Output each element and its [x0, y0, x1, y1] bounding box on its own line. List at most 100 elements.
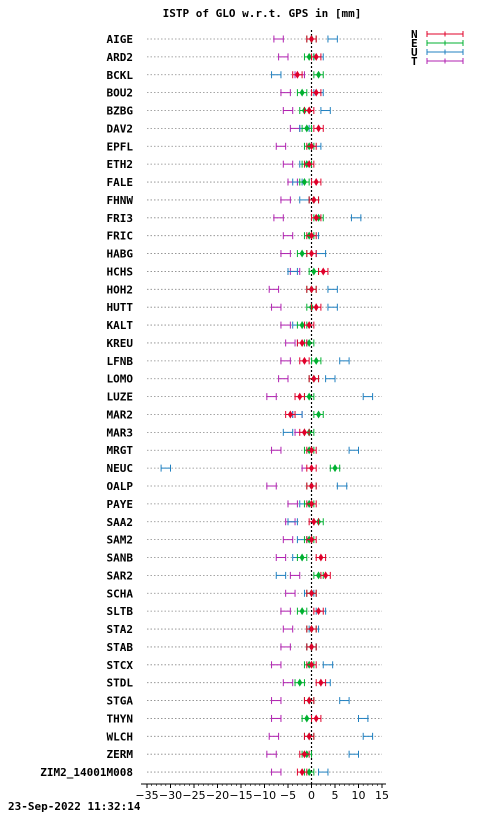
data-point-t [282, 107, 294, 115]
data-point-e [296, 88, 308, 97]
data-marker [316, 70, 322, 79]
data-point-t [285, 339, 296, 347]
station-label: FHNW [107, 194, 134, 207]
station-label: WLCH [107, 730, 134, 743]
data-point-n [303, 106, 315, 115]
data-point-t [271, 697, 282, 705]
data-marker [309, 589, 314, 598]
data-point-u [327, 303, 338, 311]
station-label: LUZE [107, 391, 134, 404]
station-label: PAYE [107, 498, 134, 511]
data-point-n [306, 464, 317, 473]
station-labels: AIGE ARD2 BCKL BOU2 BZBG DAV2 EPFL ETH2 FALE FHNW… [40, 33, 133, 779]
data-point-u [339, 697, 350, 705]
data-point-n [311, 88, 322, 97]
data-point-t [275, 554, 287, 562]
data-marker [309, 446, 314, 455]
x-axis: −35 −30 −25 −20 −15 −10 −5 0 5 10 15 [135, 783, 389, 802]
station-label: FRI3 [107, 212, 134, 225]
data-point-n [313, 607, 324, 616]
station-label: ZERM [107, 748, 134, 761]
station-label: SAM2 [107, 534, 134, 547]
data-marker [323, 571, 329, 580]
data-point-n [294, 392, 305, 401]
data-point-t [275, 142, 287, 150]
data-point-e [313, 410, 324, 419]
station-label: OALP [107, 480, 134, 493]
station-label: BCKL [107, 69, 134, 82]
data-point-u [271, 71, 282, 79]
station-label: SLTB [107, 605, 134, 618]
grid-lines [147, 30, 382, 784]
data-marker [316, 571, 322, 580]
data-point-t [280, 321, 291, 329]
data-point-n [285, 410, 296, 419]
data-point-u [287, 518, 298, 526]
station-label: SAA2 [107, 516, 134, 529]
data-marker [304, 124, 310, 133]
data-point-u [362, 732, 374, 740]
data-point-n [308, 374, 320, 383]
x-tick-label: −5 [280, 789, 296, 802]
legend-label-u: U [411, 46, 418, 59]
station-label: FRIC [107, 230, 134, 243]
data-point-t [278, 375, 289, 383]
data-point-n [306, 499, 317, 508]
data-marker [301, 356, 307, 365]
station-label: KREU [107, 337, 134, 350]
data-point-u [282, 428, 294, 436]
data-point-u [348, 750, 359, 758]
station-label: HCHS [107, 265, 134, 278]
timestamp: 23-Sep-2022 11:32:14 [8, 800, 141, 813]
data-point-t [271, 714, 282, 722]
data-point-t [289, 571, 301, 579]
data-point-t [280, 89, 291, 97]
station-label: STAB [107, 641, 134, 654]
data-point-n [318, 267, 329, 276]
data-marker [299, 768, 305, 777]
station-label: ARD2 [107, 51, 134, 64]
data-marker [306, 52, 312, 61]
station-label: LOMO [107, 373, 134, 386]
data-point-t [280, 196, 291, 204]
data-point-t [282, 232, 294, 240]
data-point-n [299, 428, 310, 437]
data-marker [306, 732, 312, 741]
data-marker [309, 482, 314, 490]
data-point-t [266, 482, 277, 490]
data-point-n [303, 160, 315, 169]
station-label: HABG [107, 248, 134, 261]
data-point-t [273, 35, 284, 43]
data-point-t [282, 679, 294, 687]
data-marker [297, 678, 303, 687]
data-marker [318, 678, 324, 687]
data-point-n [306, 446, 317, 455]
data-marker [306, 768, 312, 777]
data-point-u [299, 196, 310, 204]
data-point-n [313, 124, 324, 133]
station-label: KALT [107, 319, 134, 332]
data-marker [309, 499, 314, 508]
chart-title: ISTP of GLO w.r.t. GPS in [mm] [163, 7, 362, 20]
data-marker [306, 321, 312, 330]
data-point-e [296, 607, 308, 616]
data-marker [299, 607, 305, 616]
data-point-t [268, 285, 280, 293]
x-tick-label: 15 [375, 789, 389, 802]
data-marker [311, 517, 317, 526]
data-point-t [278, 53, 289, 61]
data-point-t [271, 446, 282, 454]
data-point-e [303, 392, 315, 401]
data-point-n [306, 535, 317, 544]
data-point-e [311, 356, 322, 365]
data-marker [309, 35, 314, 43]
station-label: THYN [107, 712, 134, 725]
station-label: STCX [107, 659, 134, 672]
data-marker [311, 195, 317, 204]
data-marker [306, 392, 312, 401]
data-marker [297, 392, 303, 401]
station-label: BZBG [107, 105, 134, 118]
data-point-n [311, 178, 322, 187]
data-point-u [318, 768, 329, 776]
